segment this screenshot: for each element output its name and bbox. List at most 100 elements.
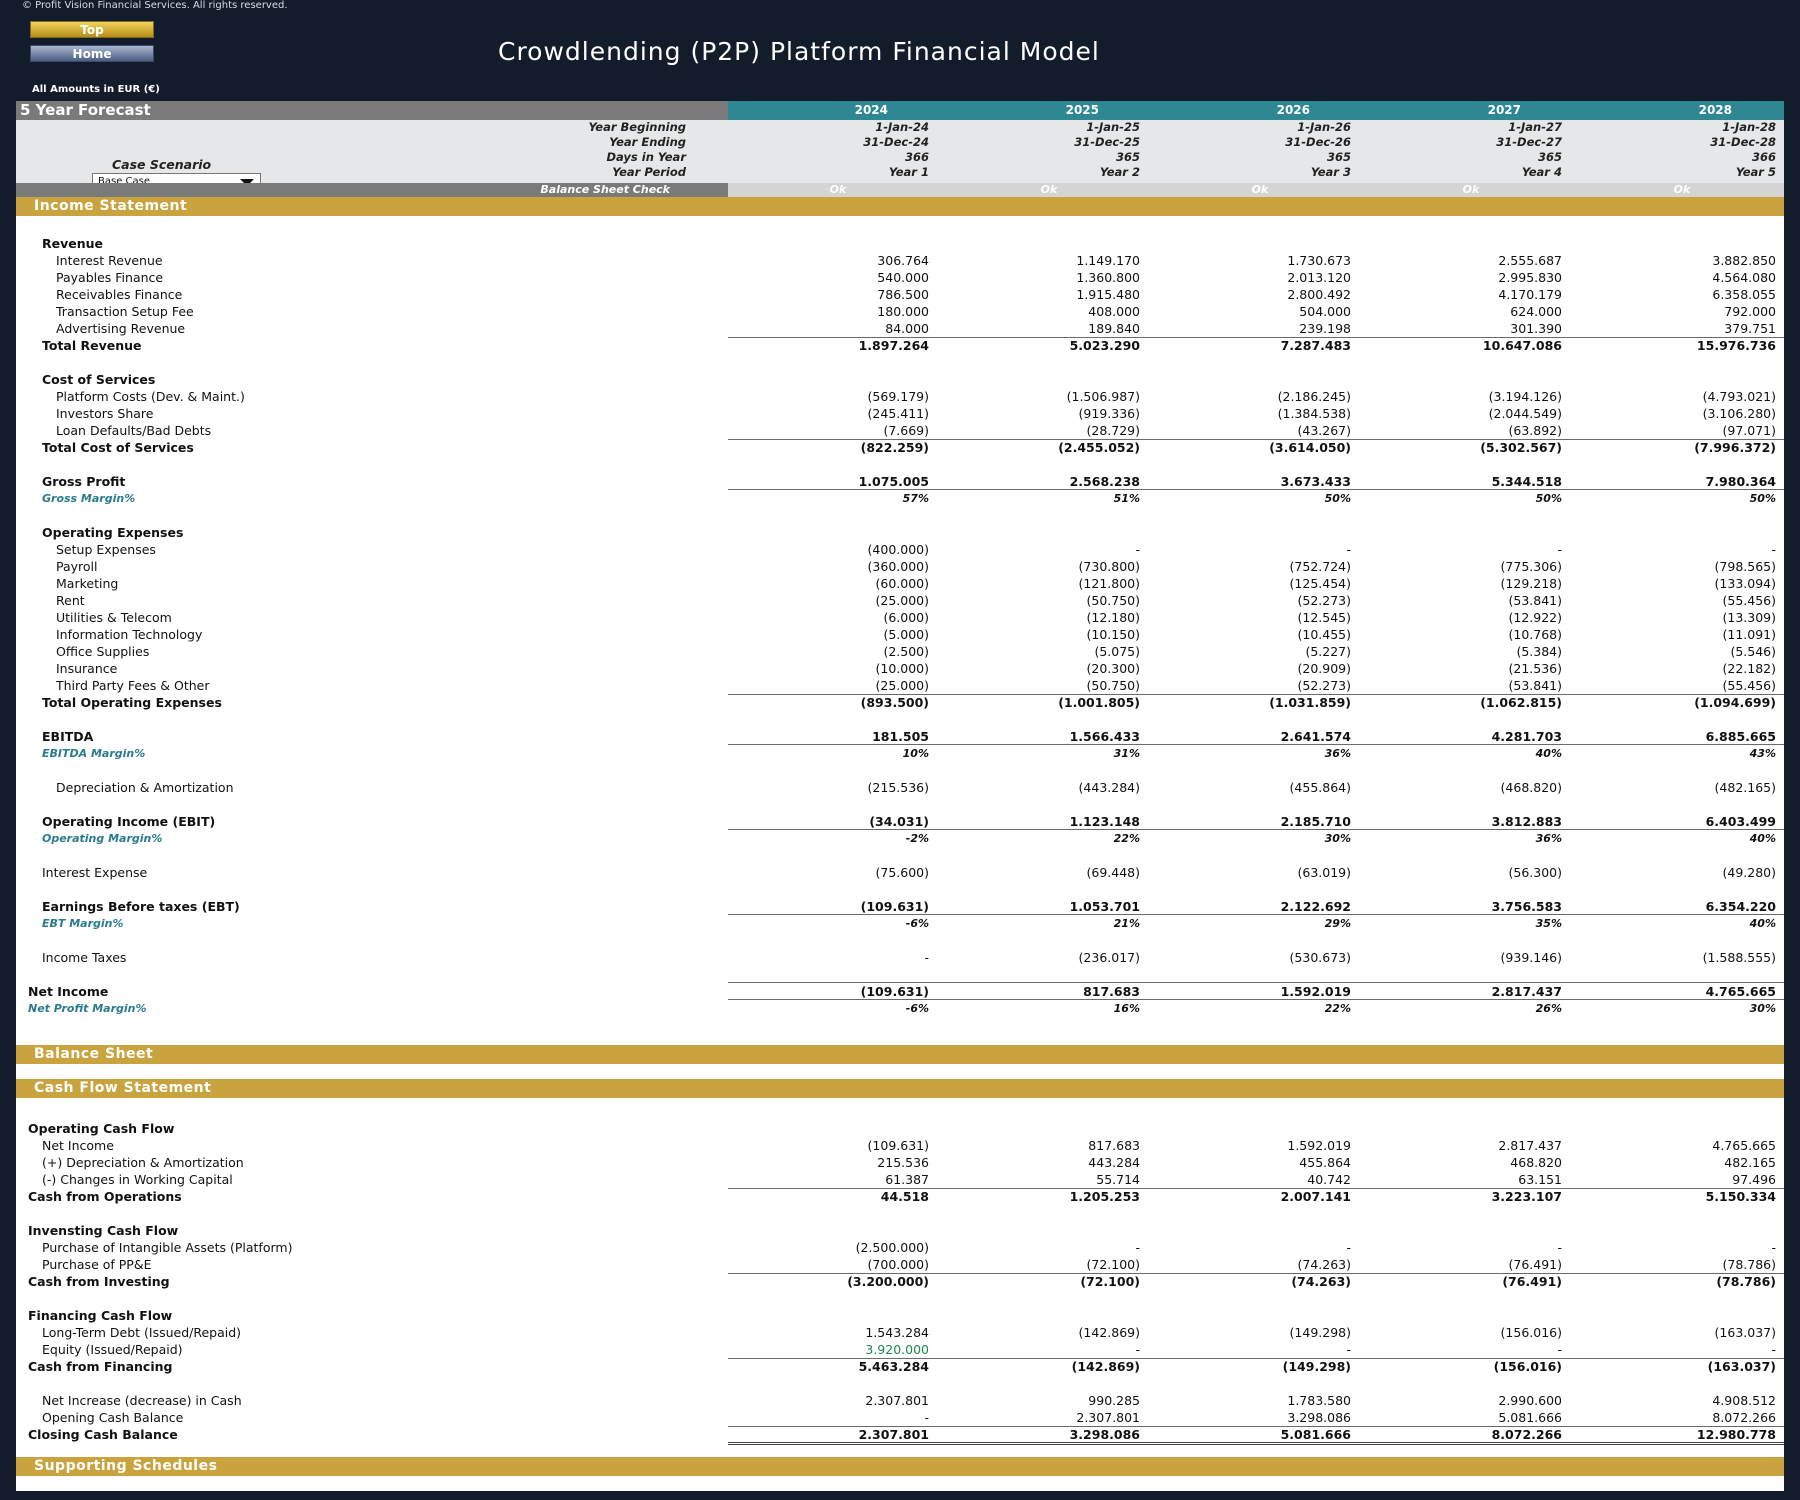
row-value[interactable]: 2.555.687 bbox=[1498, 253, 1562, 268]
row-value[interactable]: 468.820 bbox=[1510, 1155, 1562, 1170]
row-value[interactable]: 5.344.518 bbox=[1491, 474, 1562, 489]
row-value[interactable]: 2.568.238 bbox=[1069, 474, 1140, 489]
row-value[interactable]: 4.765.665 bbox=[1712, 1138, 1776, 1153]
row-value[interactable]: (63.019) bbox=[1297, 865, 1352, 880]
row-value[interactable]: (6.000) bbox=[883, 610, 929, 625]
row-value[interactable]: (50.750) bbox=[1086, 593, 1141, 608]
row-value[interactable]: -2% bbox=[905, 832, 929, 845]
row-value[interactable]: 215.536 bbox=[877, 1155, 929, 1170]
row-value[interactable]: (55.456) bbox=[1722, 593, 1777, 608]
row-value[interactable]: (25.000) bbox=[875, 593, 930, 608]
row-value[interactable]: (13.309) bbox=[1722, 610, 1777, 625]
row-value[interactable]: - bbox=[1346, 1342, 1351, 1357]
row-value[interactable]: 40% bbox=[1749, 917, 1776, 930]
row-value[interactable]: (1.001.805) bbox=[1058, 695, 1140, 710]
row-value[interactable]: 22% bbox=[1324, 1002, 1351, 1015]
row-value[interactable]: 5.463.284 bbox=[858, 1359, 929, 1374]
row-value[interactable]: 379.751 bbox=[1724, 321, 1776, 336]
row-value[interactable]: (1.384.538) bbox=[1277, 406, 1351, 421]
row-value[interactable]: (76.491) bbox=[1508, 1257, 1563, 1272]
row-value[interactable]: (10.768) bbox=[1508, 627, 1563, 642]
row-value[interactable]: (3.200.000) bbox=[847, 1274, 929, 1289]
row-value[interactable]: 1.730.673 bbox=[1287, 253, 1351, 268]
row-value[interactable]: 6.403.499 bbox=[1705, 814, 1776, 829]
row-value[interactable]: 1.053.701 bbox=[1069, 899, 1140, 914]
row-value[interactable]: - bbox=[1346, 1240, 1351, 1255]
row-value[interactable]: (69.448) bbox=[1086, 865, 1141, 880]
row-value[interactable]: (56.300) bbox=[1508, 865, 1563, 880]
row-value[interactable]: (569.179) bbox=[867, 389, 929, 404]
row-value[interactable]: (1.094.699) bbox=[1694, 695, 1776, 710]
row-value[interactable]: 31% bbox=[1113, 747, 1140, 760]
row-value[interactable]: 30% bbox=[1324, 832, 1351, 845]
row-value[interactable]: 44.518 bbox=[880, 1189, 929, 1204]
row-value[interactable]: (5.384) bbox=[1516, 644, 1562, 659]
row-value[interactable]: (939.146) bbox=[1500, 950, 1562, 965]
row-value[interactable]: (1.031.859) bbox=[1269, 695, 1351, 710]
row-value[interactable]: - bbox=[924, 950, 929, 965]
row-value[interactable]: 7.287.483 bbox=[1280, 338, 1351, 353]
row-value[interactable]: 3.298.086 bbox=[1069, 1427, 1140, 1442]
row-value[interactable]: (49.280) bbox=[1722, 865, 1777, 880]
row-value[interactable]: 6.354.220 bbox=[1705, 899, 1776, 914]
row-value[interactable]: (7.996.372) bbox=[1694, 440, 1776, 455]
row-value[interactable]: 1.592.019 bbox=[1287, 1138, 1351, 1153]
row-value[interactable]: (53.841) bbox=[1508, 593, 1563, 608]
row-value[interactable]: - bbox=[1771, 1240, 1776, 1255]
row-value[interactable]: (482.165) bbox=[1714, 780, 1776, 795]
row-value[interactable]: (72.100) bbox=[1080, 1274, 1140, 1289]
row-value[interactable]: (149.298) bbox=[1282, 1359, 1351, 1374]
row-value[interactable]: (2.455.052) bbox=[1058, 440, 1140, 455]
row-value[interactable]: 2.995.830 bbox=[1498, 270, 1562, 285]
row-value[interactable]: 10.647.086 bbox=[1482, 338, 1562, 353]
row-value[interactable]: 2.122.692 bbox=[1280, 899, 1351, 914]
row-value[interactable]: (63.892) bbox=[1508, 423, 1563, 438]
row-value[interactable]: (215.536) bbox=[867, 780, 929, 795]
row-value[interactable]: (97.071) bbox=[1722, 423, 1777, 438]
row-value[interactable]: (78.786) bbox=[1722, 1257, 1777, 1272]
supporting-schedules-header[interactable]: Supporting Schedules bbox=[16, 1457, 1784, 1476]
row-value[interactable]: 40% bbox=[1749, 832, 1776, 845]
row-value[interactable]: (1.588.555) bbox=[1702, 950, 1776, 965]
row-value[interactable]: (3.106.280) bbox=[1702, 406, 1776, 421]
row-value[interactable]: - bbox=[1135, 1342, 1140, 1357]
row-value[interactable]: (10.150) bbox=[1086, 627, 1141, 642]
row-value[interactable]: 504.000 bbox=[1299, 304, 1351, 319]
row-value[interactable]: (919.336) bbox=[1078, 406, 1140, 421]
row-value[interactable]: 40.742 bbox=[1307, 1172, 1351, 1187]
row-value[interactable]: 2.817.437 bbox=[1498, 1138, 1562, 1153]
row-value[interactable]: (400.000) bbox=[867, 542, 929, 557]
row-value[interactable]: (109.631) bbox=[860, 899, 929, 914]
row-value[interactable]: 8.072.266 bbox=[1712, 1410, 1776, 1425]
row-value[interactable]: 3.756.583 bbox=[1491, 899, 1562, 914]
row-value[interactable]: (1.062.815) bbox=[1480, 695, 1562, 710]
row-value[interactable]: (360.000) bbox=[867, 559, 929, 574]
row-value[interactable]: 2.307.801 bbox=[858, 1427, 929, 1442]
row-value[interactable]: 239.198 bbox=[1299, 321, 1351, 336]
row-value[interactable]: 4.564.080 bbox=[1712, 270, 1776, 285]
row-value[interactable]: (11.091) bbox=[1722, 627, 1777, 642]
row-value[interactable]: 29% bbox=[1324, 917, 1351, 930]
row-value[interactable]: (129.218) bbox=[1500, 576, 1562, 591]
row-value[interactable]: 50% bbox=[1324, 492, 1351, 505]
row-value[interactable]: (142.869) bbox=[1071, 1359, 1140, 1374]
row-value[interactable]: (12.545) bbox=[1297, 610, 1352, 625]
row-value[interactable]: (22.182) bbox=[1722, 661, 1777, 676]
cash-flow-header[interactable]: Cash Flow Statement bbox=[16, 1079, 1784, 1098]
row-value[interactable]: 990.285 bbox=[1088, 1393, 1140, 1408]
row-value[interactable]: 3.673.433 bbox=[1280, 474, 1351, 489]
home-button[interactable]: Home bbox=[30, 45, 154, 62]
row-value[interactable]: 1.915.480 bbox=[1076, 287, 1140, 302]
row-value[interactable]: (53.841) bbox=[1508, 678, 1563, 693]
row-value[interactable]: (443.284) bbox=[1078, 780, 1140, 795]
row-value[interactable]: 57% bbox=[902, 492, 929, 505]
row-value[interactable]: (74.263) bbox=[1297, 1257, 1352, 1272]
row-value[interactable]: 40% bbox=[1535, 747, 1562, 760]
row-value[interactable]: 2.307.801 bbox=[1076, 1410, 1140, 1425]
row-value[interactable]: (2.044.549) bbox=[1488, 406, 1562, 421]
row-value[interactable]: 16% bbox=[1113, 1002, 1140, 1015]
row-value[interactable]: (75.600) bbox=[875, 865, 930, 880]
row-value[interactable]: 36% bbox=[1535, 832, 1562, 845]
row-value[interactable]: - bbox=[1557, 1342, 1562, 1357]
row-value[interactable]: 1.566.433 bbox=[1069, 729, 1140, 744]
